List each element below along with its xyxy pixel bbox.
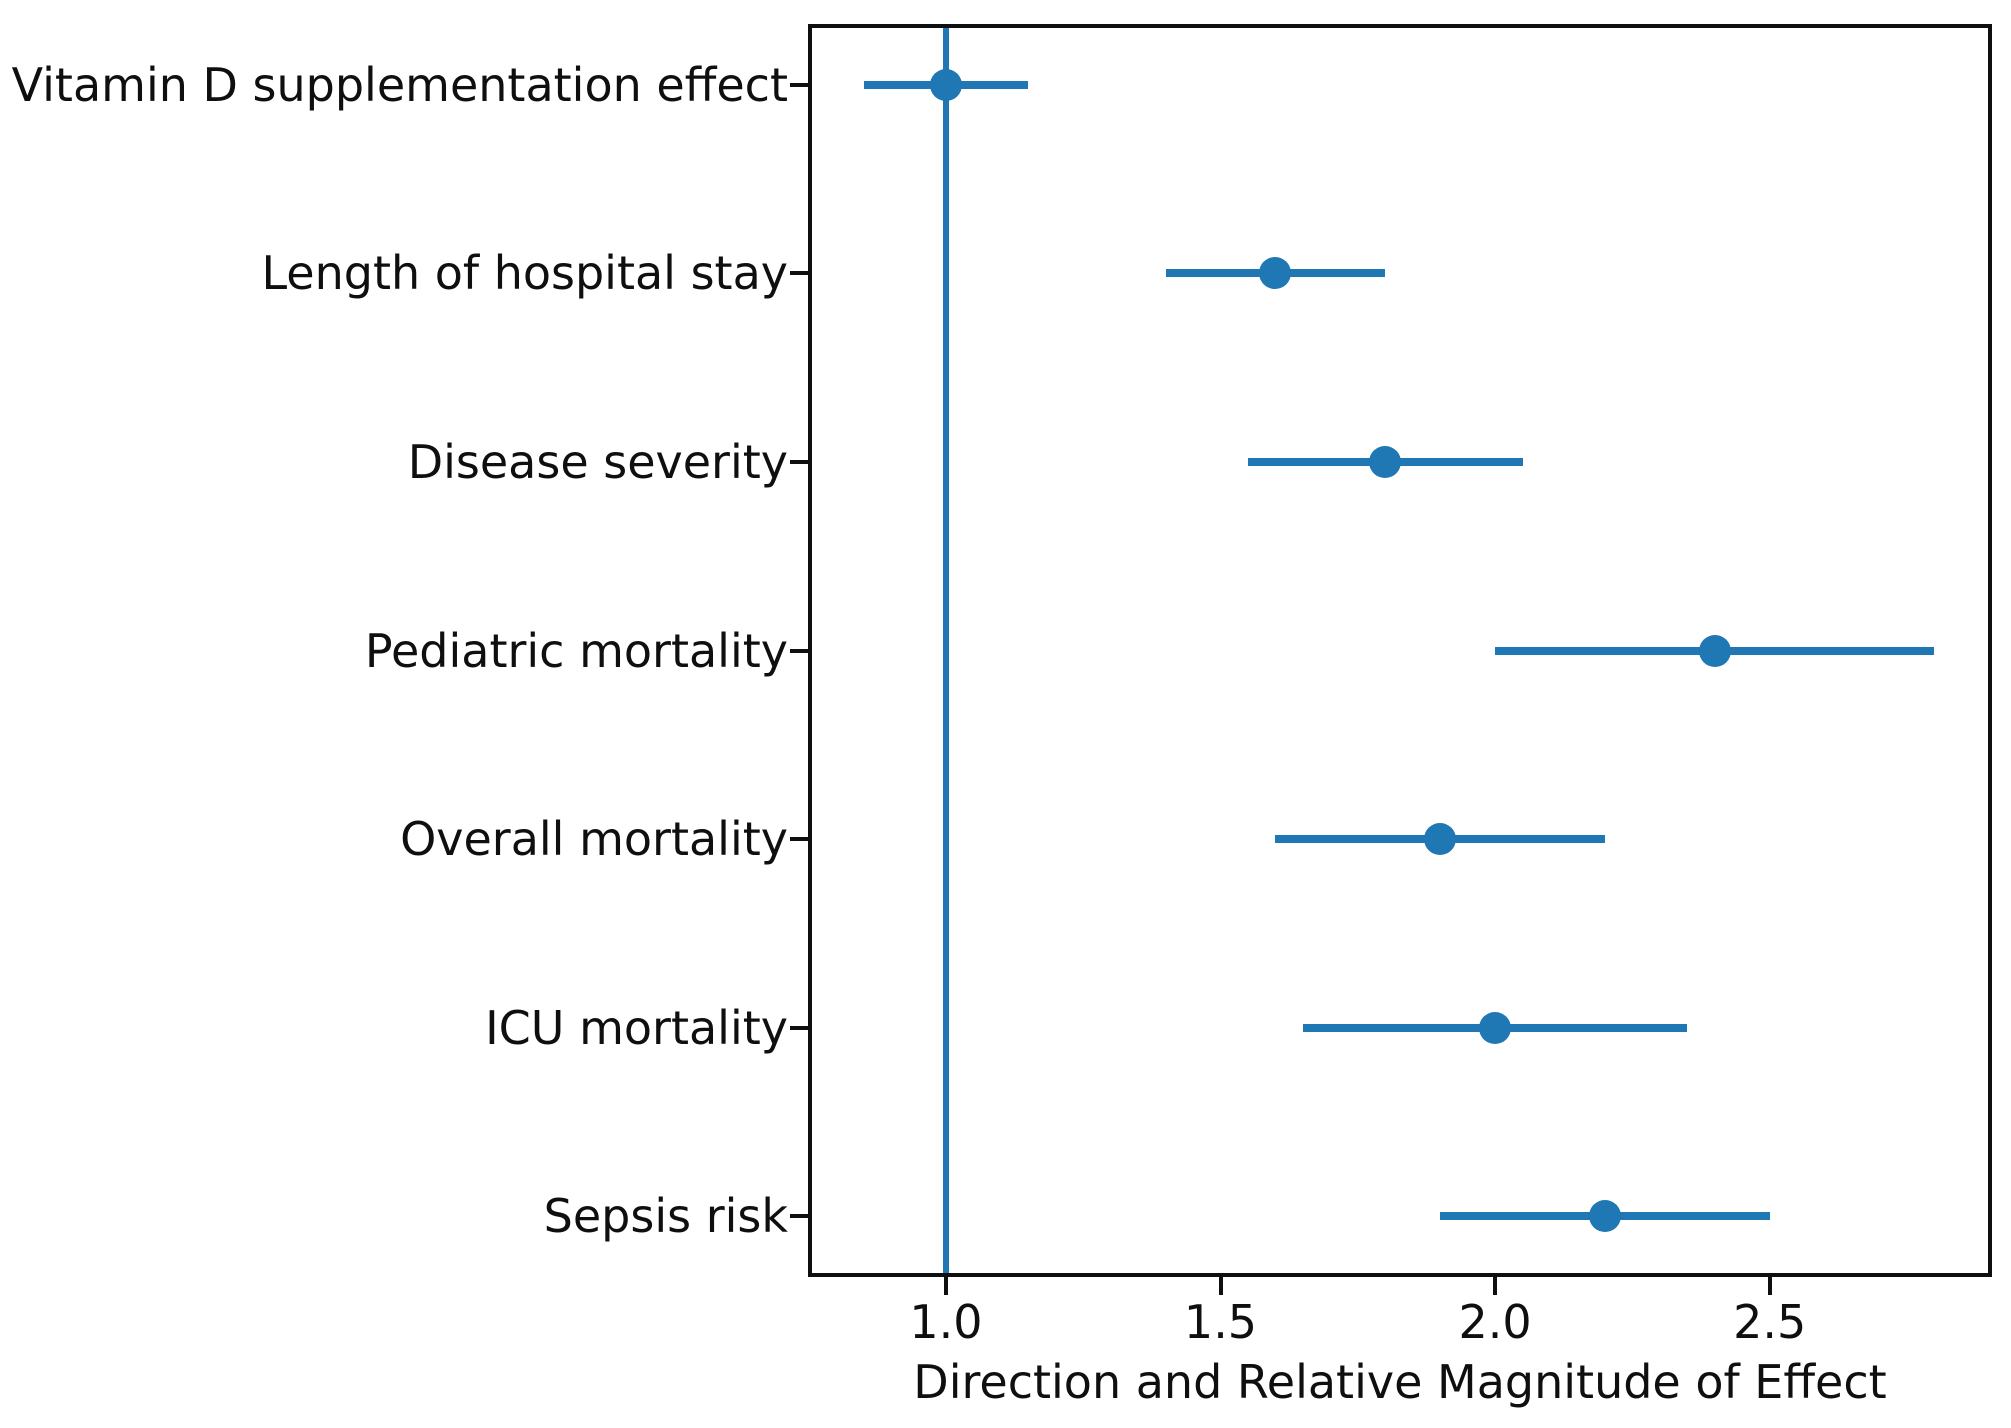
category-label: Overall mortality [400, 812, 788, 867]
data-point-marker [1479, 1011, 1512, 1044]
y-axis-tick [790, 1025, 808, 1030]
category-label: Sepsis risk [543, 1189, 788, 1244]
data-point-marker [1424, 823, 1457, 856]
y-axis-tick [790, 459, 808, 464]
data-point-marker [1259, 257, 1292, 290]
data-point-marker [1369, 445, 1402, 478]
x-axis-tick [943, 1277, 948, 1295]
data-point-marker [1698, 634, 1731, 667]
category-label: Pediatric mortality [364, 623, 788, 678]
x-axis-label: Direction and Relative Magnitude of Effe… [913, 1355, 1887, 1409]
y-axis-tick [790, 271, 808, 276]
y-axis-tick [790, 1214, 808, 1219]
y-axis-tick [790, 837, 808, 842]
category-label: Length of hospital stay [261, 246, 788, 301]
category-label: Vitamin D supplementation effect [11, 57, 788, 112]
x-axis-tick [1493, 1277, 1498, 1295]
x-axis-tick [1767, 1277, 1772, 1295]
reference-line [942, 28, 949, 1273]
x-axis-tick-label: 1.5 [1183, 1295, 1258, 1349]
category-label: Disease severity [407, 434, 788, 489]
x-axis-tick-label: 1.0 [909, 1295, 983, 1349]
x-axis-tick [1218, 1277, 1223, 1295]
category-label: ICU mortality [485, 1000, 788, 1055]
x-axis-tick-label: 2.5 [1733, 1295, 1807, 1349]
y-axis-tick [790, 648, 808, 653]
data-point-marker [1588, 1200, 1621, 1233]
data-point-marker [929, 68, 962, 101]
x-axis-tick-label: 2.0 [1458, 1295, 1532, 1349]
y-axis-tick [790, 82, 808, 87]
